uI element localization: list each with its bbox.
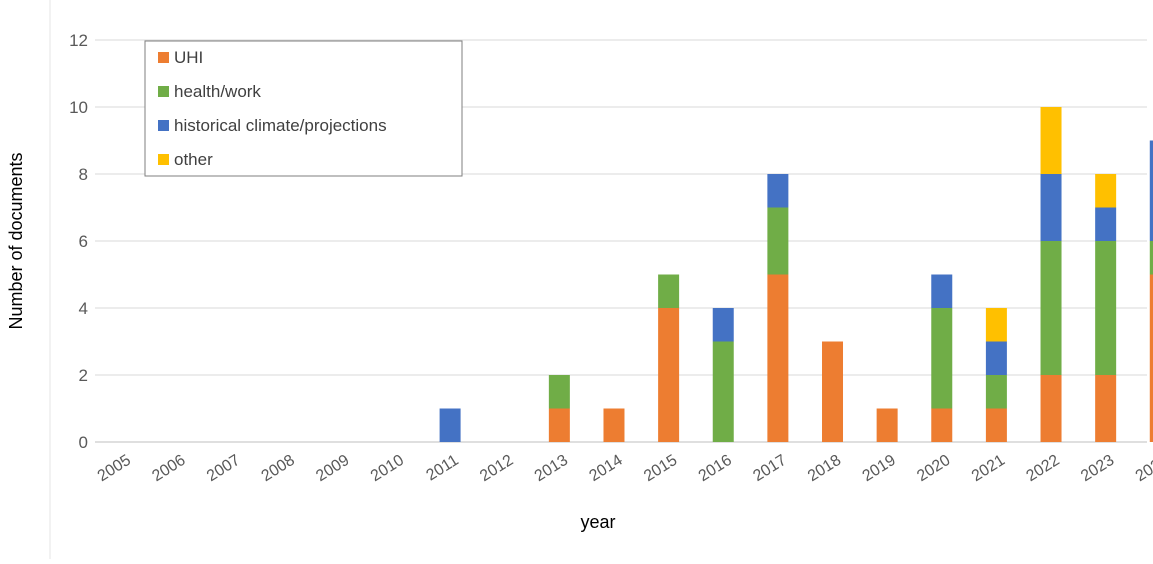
y-tick-label: 2 bbox=[79, 366, 88, 385]
bar-segment bbox=[822, 341, 844, 442]
bar-segment bbox=[1040, 241, 1062, 375]
bar-segment bbox=[603, 408, 625, 442]
x-tick-label: 2006 bbox=[149, 452, 188, 485]
bar-segment bbox=[1095, 375, 1117, 442]
x-tick-label: 2007 bbox=[204, 452, 243, 485]
x-tick-label: 2019 bbox=[860, 452, 899, 485]
bar-segment bbox=[439, 408, 461, 442]
x-tick-label: 2018 bbox=[805, 452, 844, 485]
bar-segment bbox=[658, 274, 680, 308]
x-tick-label: 2011 bbox=[424, 452, 462, 485]
bar-segment bbox=[712, 308, 734, 342]
x-axis-title: year bbox=[580, 512, 615, 532]
bar-segment bbox=[767, 274, 789, 442]
x-tick-label: 2021 bbox=[969, 452, 1008, 485]
legend: UHI health/work historical climate/project… bbox=[144, 40, 463, 177]
x-tick-label: 2008 bbox=[259, 452, 298, 485]
bars bbox=[439, 107, 1153, 442]
bar-segment bbox=[1149, 241, 1153, 275]
legend-swatch bbox=[158, 154, 169, 165]
x-tick-label: 2017 bbox=[750, 452, 789, 485]
bar-segment bbox=[1149, 274, 1153, 442]
x-tick-label: 2020 bbox=[914, 452, 953, 485]
x-tick-label: 2016 bbox=[696, 452, 735, 485]
y-tick-label: 10 bbox=[69, 98, 88, 117]
legend-swatch bbox=[158, 52, 169, 63]
bar-segment bbox=[876, 408, 898, 442]
bar-segment bbox=[931, 308, 953, 409]
legend-label: historical climate/projections bbox=[174, 116, 387, 135]
x-tick-label: 2010 bbox=[368, 452, 407, 485]
bar-segment bbox=[712, 341, 734, 442]
y-tick-label: 6 bbox=[79, 232, 88, 251]
x-tick-label: 2014 bbox=[586, 452, 625, 485]
bar-segment bbox=[1095, 207, 1117, 241]
legend-swatch bbox=[158, 120, 169, 131]
legend-label: health/work bbox=[174, 82, 261, 101]
bar-segment bbox=[1149, 140, 1153, 241]
x-tick-label: 2023 bbox=[1078, 452, 1117, 485]
bar-segment bbox=[767, 174, 789, 208]
bar-segment bbox=[767, 207, 789, 275]
bar-segment bbox=[1040, 174, 1062, 241]
x-tick-label: 2005 bbox=[95, 452, 134, 485]
y-axis-title: Number of documents bbox=[6, 152, 26, 329]
y-tick-label: 0 bbox=[79, 433, 88, 452]
y-tick-label: 4 bbox=[79, 299, 88, 318]
bar-segment bbox=[658, 308, 680, 442]
bar-segment bbox=[985, 408, 1007, 442]
legend-box bbox=[144, 40, 463, 177]
bar-segment bbox=[1040, 375, 1062, 442]
bar-segment bbox=[548, 375, 570, 409]
legend-label: UHI bbox=[174, 48, 203, 67]
bar-segment bbox=[1040, 107, 1062, 174]
x-tick-label: 2015 bbox=[641, 452, 680, 485]
x-tick-label: 2022 bbox=[1023, 452, 1062, 485]
bar-segment bbox=[985, 341, 1007, 375]
x-tick-label: 2009 bbox=[313, 452, 352, 485]
bar-segment bbox=[1095, 241, 1117, 375]
bar-segment bbox=[985, 308, 1007, 342]
bar-segment bbox=[931, 274, 953, 308]
bar-segment bbox=[548, 408, 570, 442]
y-axis: 0 2 4 6 8 10 12 bbox=[69, 31, 88, 452]
x-tick-label: 2013 bbox=[532, 452, 571, 485]
x-tick-label: 2024 bbox=[1133, 452, 1153, 485]
legend-label: other bbox=[174, 150, 213, 169]
bar-segment bbox=[985, 375, 1007, 409]
bar-segment bbox=[931, 408, 953, 442]
y-tick-label: 8 bbox=[79, 165, 88, 184]
x-tick-label: 2012 bbox=[477, 452, 516, 485]
x-axis: 2005 2006 2007 2008 2009 2010 2011 2012 2013 2014… bbox=[95, 452, 1153, 485]
bar-segment bbox=[1095, 174, 1117, 208]
y-tick-label: 12 bbox=[69, 31, 88, 50]
legend-swatch bbox=[158, 86, 169, 97]
